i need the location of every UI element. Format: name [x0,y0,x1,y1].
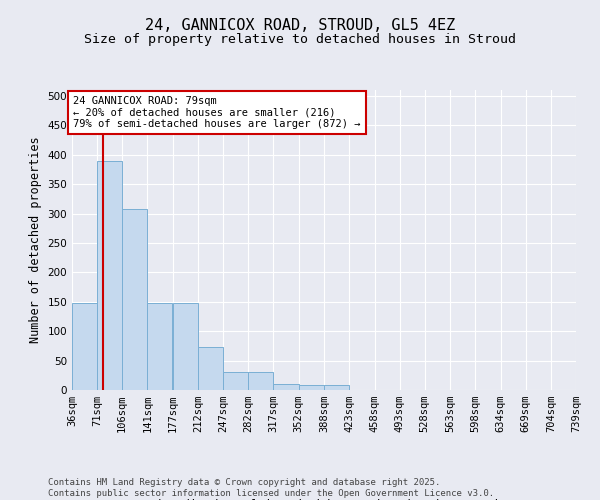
Bar [72,303,97,390]
Bar [198,347,223,390]
Text: 24 GANNICOX ROAD: 79sqm
← 20% of detached houses are smaller (216)
79% of semi-d: 24 GANNICOX ROAD: 79sqm ← 20% of detache… [73,96,361,129]
Bar [122,209,147,390]
Text: Size of property relative to detached houses in Stroud: Size of property relative to detached ho… [84,32,516,46]
Bar [173,303,198,390]
Bar [274,384,299,390]
Text: Contains HM Land Registry data © Crown copyright and database right 2025.
Contai: Contains HM Land Registry data © Crown c… [48,478,494,498]
Bar [299,386,323,390]
X-axis label: Distribution of detached houses by size in Stroud: Distribution of detached houses by size … [149,499,499,500]
Text: 24, GANNICOX ROAD, STROUD, GL5 4EZ: 24, GANNICOX ROAD, STROUD, GL5 4EZ [145,18,455,32]
Y-axis label: Number of detached properties: Number of detached properties [29,136,42,344]
Bar [325,386,349,390]
Bar [248,372,274,390]
Bar [223,372,248,390]
Bar [97,160,122,390]
Bar [147,303,172,390]
